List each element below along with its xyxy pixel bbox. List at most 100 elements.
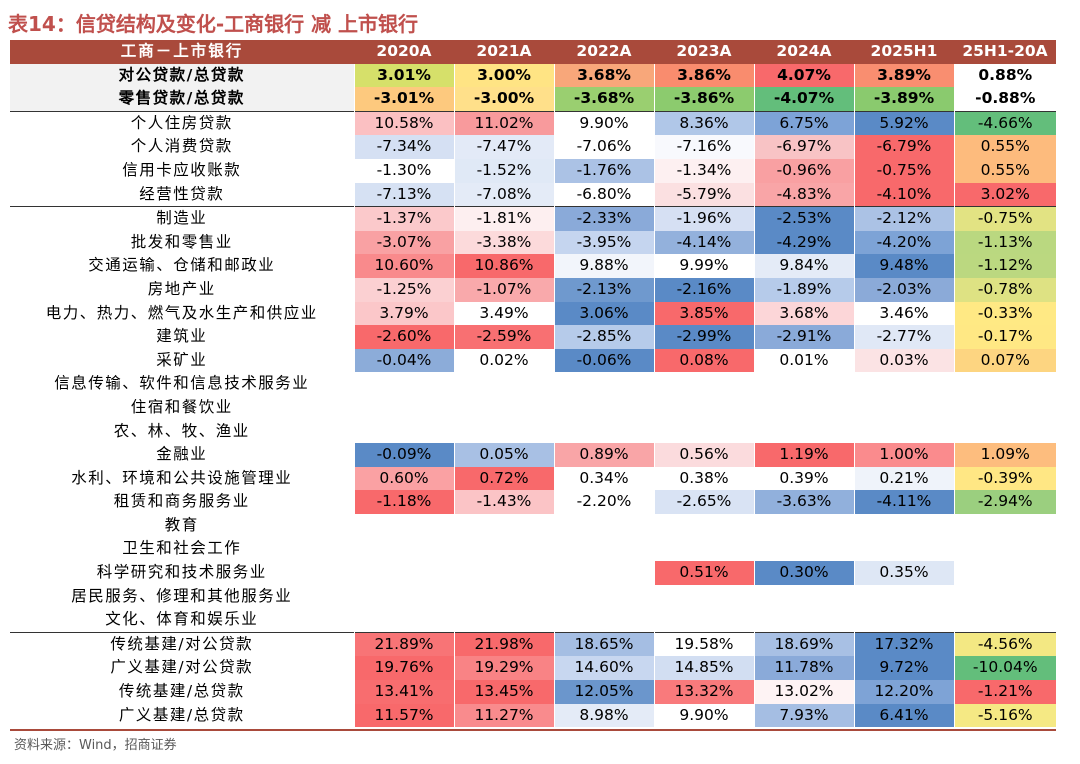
value-cell <box>953 608 1056 633</box>
value-cell: -1.21% <box>953 680 1056 704</box>
value-cell <box>553 584 654 609</box>
table-row: 零售贷款/总贷款 -3.01% -3.00% -3.68% -3.86% -4.07% -3… <box>10 87 1056 112</box>
table-row: 采矿业 -0.04% 0.02% -0.06% 0.08% 0.01% 0.03% 0.07% <box>10 348 1056 373</box>
value-cell: -3.01% <box>353 87 454 112</box>
value-cell <box>753 513 854 538</box>
value-cell: 6.41% <box>853 703 954 728</box>
row-label: 个人消费贷款 <box>130 137 233 156</box>
header-2024a: 2024A <box>754 40 854 64</box>
row-label: 对公贷款/总贷款 <box>10 63 354 88</box>
row-label: 居民服务、修理和其他服务业 <box>71 586 293 605</box>
value-cell: -1.25% <box>353 277 454 302</box>
value-cell: 3.49% <box>453 301 554 326</box>
table-row: 传统基建/对公贷款 21.89% 21.98% 18.65% 19.58% 18.69% 1… <box>10 632 1056 657</box>
row-label: 电力、热力、燃气及水生产和供应业 <box>45 303 318 322</box>
value-cell: 21.89% <box>353 632 454 657</box>
table-body: 对公贷款/总贷款 3.01% 3.00% 3.68% 3.86% 4.07% 3.89% 0.… <box>10 63 1056 728</box>
value-cell <box>453 513 554 538</box>
value-cell: 9.72% <box>853 656 954 681</box>
value-cell: 3.06% <box>553 301 654 326</box>
value-cell: 13.45% <box>453 680 554 704</box>
row-label: 金融业 <box>156 445 208 464</box>
value-cell: -6.80% <box>553 182 654 207</box>
value-cell: -0.17% <box>953 325 1056 349</box>
value-cell: -1.18% <box>353 490 454 514</box>
value-cell: 0.08% <box>653 348 754 373</box>
row-label: 制造业 <box>156 209 208 228</box>
header-row: 工商－上市银行 2020A 2021A 2022A 2023A 2024A 20… <box>10 40 1056 64</box>
bottom-rule <box>10 729 1056 731</box>
table-row: 传统基建/总贷款 13.41% 13.45% 12.05% 13.32% 13.02% 12… <box>10 680 1056 704</box>
value-cell <box>453 395 554 420</box>
value-cell: -5.16% <box>953 703 1056 728</box>
table-row: 信用卡应收账款 -1.30% -1.52% -1.76% -1.34% -0.96% -0.… <box>10 158 1056 183</box>
value-cell <box>353 419 454 444</box>
value-cell: -2.13% <box>553 277 654 302</box>
value-cell: 0.56% <box>653 443 754 467</box>
value-cell: -1.81% <box>453 206 554 231</box>
value-cell: 9.84% <box>753 254 854 278</box>
value-cell <box>953 561 1056 585</box>
value-cell: 9.88% <box>553 254 654 278</box>
value-cell: 9.48% <box>853 254 954 278</box>
value-cell <box>753 395 854 420</box>
value-cell: -1.30% <box>353 158 454 183</box>
row-label: 文化、体育和娱乐业 <box>105 610 259 629</box>
row-label: 传统基建/总贷款 <box>118 682 245 701</box>
value-cell: -3.86% <box>653 87 754 112</box>
value-cell: -1.07% <box>453 277 554 302</box>
value-cell <box>853 395 954 420</box>
value-cell: -0.39% <box>953 466 1056 491</box>
value-cell: -2.60% <box>353 325 454 349</box>
value-cell: -1.96% <box>653 206 754 231</box>
value-cell: 3.86% <box>653 63 754 88</box>
value-cell: -10.04% <box>953 656 1056 681</box>
value-cell: -1.52% <box>453 158 554 183</box>
value-cell: -2.16% <box>653 277 754 302</box>
value-cell <box>753 608 854 633</box>
value-cell: -3.38% <box>453 230 554 255</box>
value-cell: -3.89% <box>853 87 954 112</box>
row-label: 采矿业 <box>156 350 208 369</box>
value-cell: 14.85% <box>653 656 754 681</box>
value-cell: 12.05% <box>553 680 654 704</box>
value-cell <box>753 419 854 444</box>
value-cell: 3.85% <box>653 301 754 326</box>
row-label: 零售贷款/总贷款 <box>10 87 354 112</box>
value-cell: -2.77% <box>853 325 954 349</box>
value-cell: 18.65% <box>553 632 654 657</box>
value-cell: 19.58% <box>653 632 754 657</box>
value-cell: -3.07% <box>353 230 454 255</box>
value-cell: -0.09% <box>353 443 454 467</box>
value-cell: 1.19% <box>753 443 854 467</box>
value-cell: 0.07% <box>953 348 1056 373</box>
table-row: 电力、热力、燃气及水生产和供应业 3.79% 3.49% 3.06% 3.85% 3.68… <box>10 301 1056 326</box>
value-cell <box>453 584 554 609</box>
header-2025h1: 2025H1 <box>854 40 954 64</box>
value-cell <box>853 419 954 444</box>
value-cell: -4.20% <box>853 230 954 255</box>
value-cell <box>853 584 954 609</box>
value-cell <box>353 395 454 420</box>
row-label: 广义基建/总贷款 <box>118 705 245 724</box>
value-cell: 10.60% <box>353 254 454 278</box>
value-cell: 0.38% <box>653 466 754 491</box>
table-row: 房地产业 -1.25% -1.07% -2.13% -2.16% -1.89% -2.03%… <box>10 277 1056 302</box>
row-label: 教育 <box>164 515 199 534</box>
value-cell: 21.98% <box>453 632 554 657</box>
value-cell <box>553 537 654 562</box>
header-2020a: 2020A <box>354 40 454 64</box>
value-cell: -2.85% <box>553 325 654 349</box>
value-cell <box>853 608 954 633</box>
value-cell: -4.83% <box>753 182 854 207</box>
row-label: 住宿和餐饮业 <box>130 397 233 416</box>
row-label: 租赁和商务服务业 <box>113 492 250 511</box>
value-cell <box>653 513 754 538</box>
row-label: 传统基建/对公贷款 <box>110 634 254 653</box>
value-cell: -7.06% <box>553 135 654 159</box>
value-cell <box>653 608 754 633</box>
value-cell <box>353 372 454 396</box>
value-cell: 8.98% <box>553 703 654 728</box>
value-cell: -0.75% <box>953 206 1056 231</box>
value-cell: 0.02% <box>453 348 554 373</box>
